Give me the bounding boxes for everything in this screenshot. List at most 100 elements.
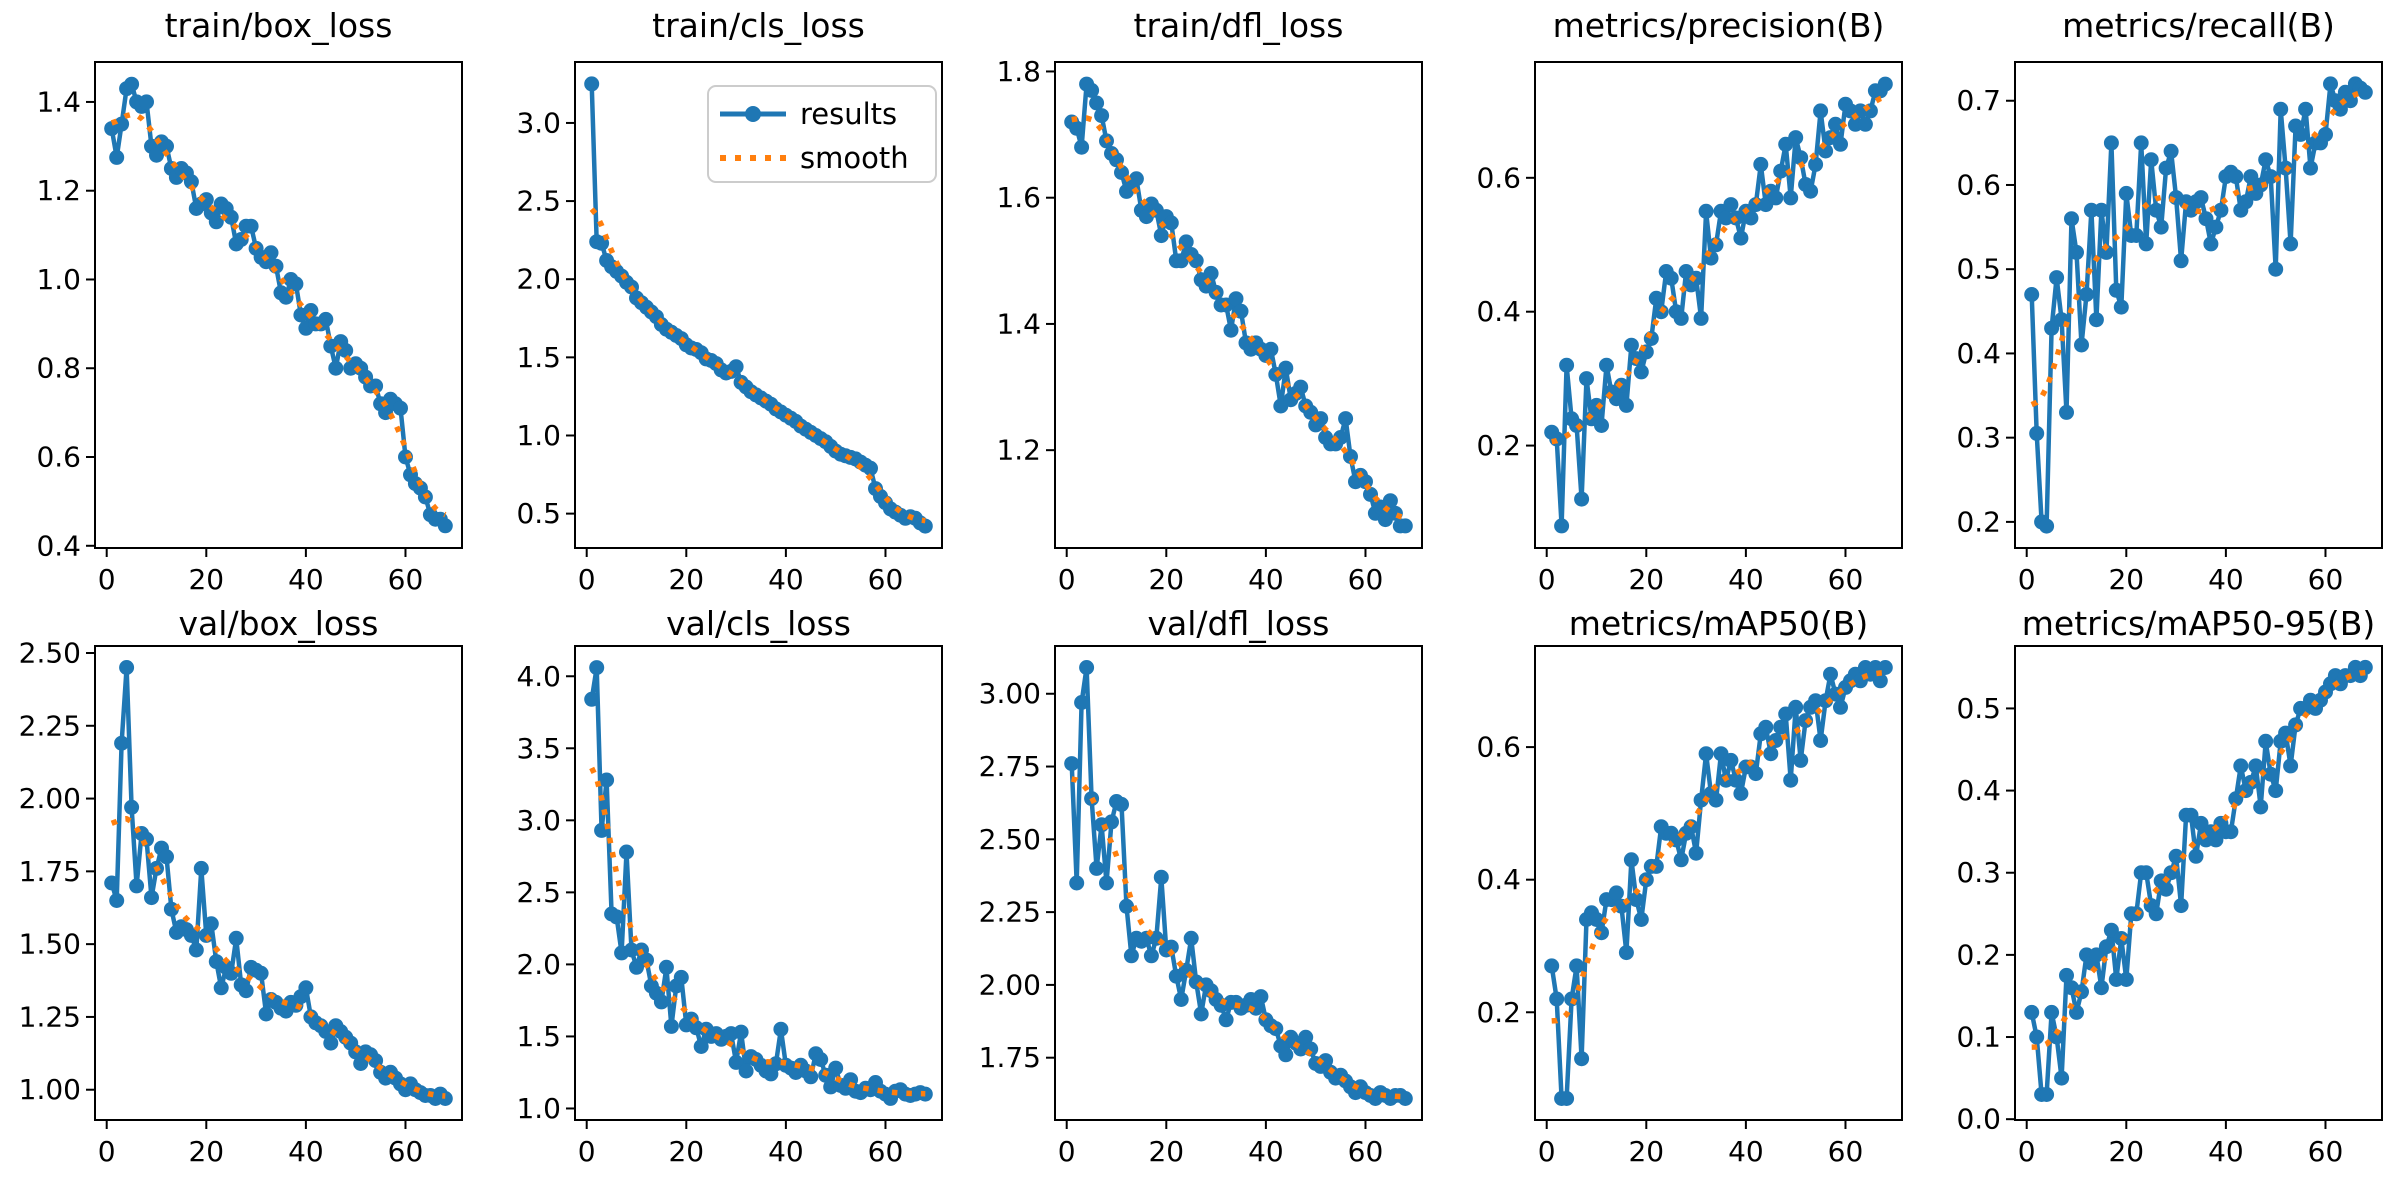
y-tick-label: 0.4 (1476, 863, 1521, 896)
y-tick-label: 1.2 (36, 174, 81, 207)
y-tick-label: 2.25 (979, 896, 1041, 929)
plot-title-train-dfl-loss: train/dfl_loss (1133, 6, 1344, 45)
chart-train-dfl-loss: 1.2 1.4 1.6 1.8 0 20 40 60 (996, 55, 1423, 596)
chart-val-cls-loss: 1.0 1.5 2.0 2.5 3.0 3.5 4.0 0 20 40 60 (516, 645, 943, 1168)
y-tick-label: 0.5 (1956, 253, 2001, 286)
x-axis-ticks: 0 20 40 60 (2018, 1120, 2344, 1168)
x-tick-label: 60 (1348, 1135, 1384, 1168)
x-tick-label: 60 (2308, 1135, 2344, 1168)
results-line (1549, 81, 1888, 529)
y-tick-label: 1.0 (516, 419, 561, 452)
smooth-line (1551, 669, 1886, 1024)
results-line (1069, 665, 1408, 1101)
y-tick-label: 1.0 (516, 1092, 561, 1125)
smooth-line (1071, 776, 1406, 1100)
y-tick-label: 2.0 (516, 948, 561, 981)
results-markers (104, 76, 453, 534)
y-tick-label: 0.1 (1956, 1021, 2001, 1054)
x-axis-ticks: 0 20 40 60 (1538, 548, 1863, 596)
x-tick-label: 20 (1628, 563, 1664, 596)
smooth-line (2030, 89, 2366, 408)
axes-frame (574, 61, 943, 549)
y-tick-label: 0.2 (1956, 505, 2001, 538)
y-tick-label: 0.0 (1956, 1103, 2001, 1136)
x-tick-label: 0 (98, 1135, 116, 1168)
results-markers (2024, 659, 2373, 1102)
chart-train-box-loss: 0.4 0.6 0.8 1.0 1.2 1.4 0 20 40 60 (36, 61, 463, 596)
chart-val-dfl-loss: 1.75 2.00 2.25 2.50 2.75 3.00 0 20 40 60 (979, 645, 1423, 1168)
x-tick-label: 40 (1248, 563, 1284, 596)
results-line (589, 665, 928, 1101)
x-tick-label: 20 (1628, 1135, 1664, 1168)
y-tick-label: 1.25 (19, 1000, 81, 1033)
y-tick-label: 2.5 (516, 185, 561, 218)
axes-frame (2014, 645, 2383, 1121)
x-axis-ticks: 0 20 40 60 (1538, 1120, 1864, 1168)
y-tick-label: 1.00 (19, 1073, 81, 1106)
plot-title-metrics-map50: metrics/mAP50(B) (1568, 604, 1869, 643)
subplot-metrics-map50: metrics/mAP50(B) 0.2 0.4 0.6 0 20 40 60 (1440, 600, 1920, 1200)
y-tick-label: 0.6 (36, 441, 81, 474)
y-tick-label: 1.4 (996, 307, 1041, 340)
y-axis-ticks: 1.2 1.4 1.6 1.8 (996, 55, 1055, 467)
y-axis-ticks: 1.00 1.25 1.50 1.75 2.00 2.25 2.50 (19, 636, 95, 1106)
y-tick-label: 3.0 (516, 804, 561, 837)
y-tick-label: 1.2 (996, 434, 1041, 467)
smooth-line (110, 111, 447, 518)
y-tick-label: 0.4 (36, 529, 81, 562)
y-tick-label: 0.2 (1476, 996, 1521, 1029)
y-axis-ticks: 1.75 2.00 2.25 2.50 2.75 3.00 (979, 677, 1055, 1074)
y-tick-label: 3.5 (516, 732, 561, 765)
x-tick-label: 60 (2308, 563, 2344, 596)
x-tick-label: 0 (1538, 1135, 1556, 1168)
x-tick-label: 60 (868, 1135, 904, 1168)
x-tick-label: 60 (1828, 1135, 1864, 1168)
chart-metrics-map50-95: 0.0 0.1 0.2 0.3 0.4 0.5 0 20 40 60 (1956, 645, 2383, 1168)
x-tick-label: 40 (768, 1135, 804, 1168)
y-tick-label: 0.5 (516, 497, 561, 530)
axes-frame (1054, 645, 1423, 1121)
results-markers (104, 660, 453, 1106)
y-tick-label: 1.8 (996, 55, 1041, 88)
x-tick-label: 40 (2208, 1135, 2244, 1168)
results-line (2029, 665, 2368, 1097)
y-tick-label: 1.75 (19, 855, 81, 888)
y-axis-ticks: 0.0 0.1 0.2 0.3 0.4 0.5 (1956, 692, 2015, 1136)
chart-metrics-map50: 0.2 0.4 0.6 0 20 40 60 (1476, 645, 1903, 1168)
chart-metrics-precision: 0.2 0.4 0.6 0 20 40 60 (1476, 61, 1903, 596)
subplot-val-box-loss: val/box_loss 1.00 1.25 1.50 1.75 2.00 2.25 2.5… (0, 600, 480, 1200)
subplot-val-dfl-loss: val/dfl_loss 1.75 2.00 2.25 2.50 2.75 3.00 0 20… (960, 600, 1440, 1200)
x-axis-ticks: 0 20 40 60 (578, 548, 903, 596)
y-tick-label: 2.50 (19, 636, 81, 669)
subplot-metrics-precision: metrics/precision(B) 0.2 0.4 0.6 0 20 40 60 (1440, 0, 1920, 600)
axes-frame (2014, 61, 2383, 549)
y-tick-label: 0.6 (1956, 168, 2001, 201)
y-axis-ticks: 0.2 0.4 0.6 (1476, 161, 1535, 462)
y-tick-label: 0.3 (1956, 856, 2001, 889)
results-markers (2024, 76, 2373, 534)
axes-frame (94, 645, 463, 1121)
x-tick-label: 20 (1148, 563, 1184, 596)
y-tick-label: 4.0 (516, 660, 561, 693)
smooth-line (589, 766, 926, 1097)
x-axis-ticks: 0 20 40 60 (578, 1120, 904, 1168)
subplot-train-cls-loss: train/cls_loss 0.5 1.0 1.5 2.0 2.5 3.0 0 20 40 60… (480, 0, 960, 600)
y-tick-label: 2.00 (19, 782, 81, 815)
y-tick-label: 0.2 (1476, 429, 1521, 462)
y-axis-ticks: 0.4 0.6 0.8 1.0 1.2 1.4 (36, 85, 95, 562)
y-tick-label: 0.4 (1956, 774, 2001, 807)
x-tick-label: 0 (98, 563, 116, 596)
axes-frame (94, 61, 463, 549)
chart-train-cls-loss: 0.5 1.0 1.5 2.0 2.5 3.0 0 20 40 60 results smooth (516, 61, 943, 596)
y-tick-label: 0.3 (1956, 421, 2001, 454)
plot-title-train-cls-loss: train/cls_loss (652, 6, 865, 45)
y-tick-label: 0.4 (1956, 337, 2001, 370)
legend-label-results: results (800, 97, 897, 131)
results-markers (584, 660, 933, 1106)
x-tick-label: 40 (1248, 1135, 1284, 1168)
axes-frame (1534, 645, 1903, 1121)
x-tick-label: 0 (578, 563, 596, 596)
x-tick-label: 40 (1728, 563, 1764, 596)
x-axis-ticks: 0 20 40 60 (1058, 548, 1383, 596)
